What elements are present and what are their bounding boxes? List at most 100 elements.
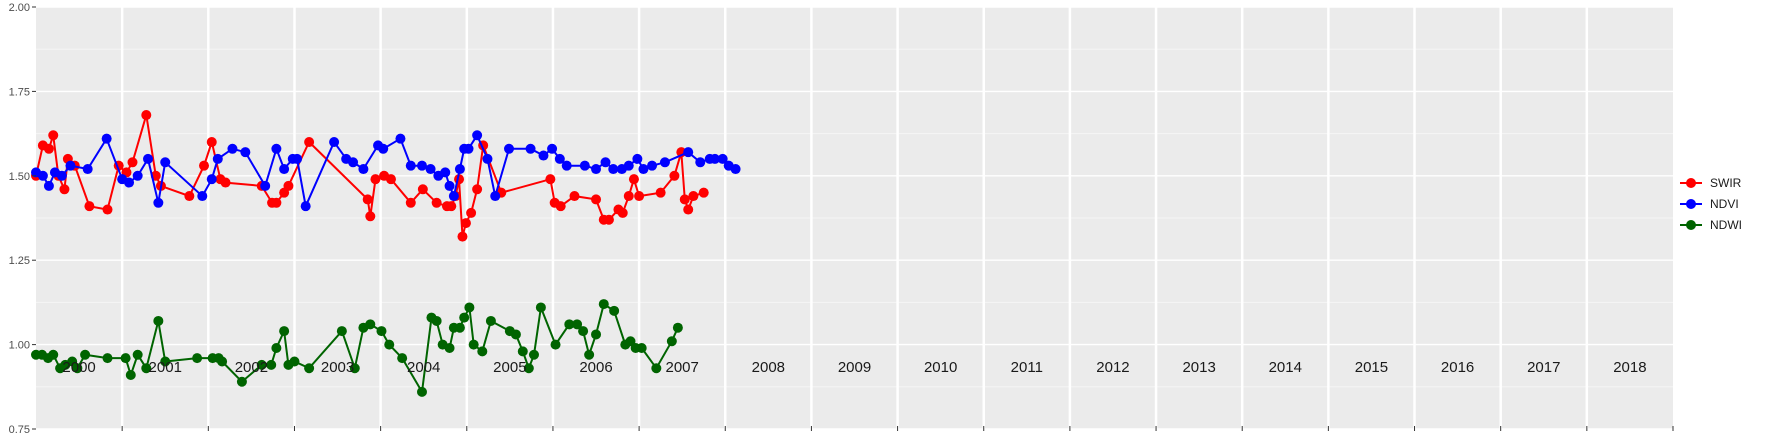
- data-point-ndvi: [538, 150, 549, 161]
- data-point-ndvi: [329, 137, 340, 148]
- data-point-ndvi: [378, 143, 389, 154]
- data-point-ndvi: [472, 130, 483, 141]
- y-tick-label: 1.50: [9, 171, 30, 183]
- data-point-ndwi: [256, 359, 267, 370]
- data-point-ndwi: [468, 339, 479, 350]
- data-point-ndwi: [153, 315, 164, 326]
- data-point-ndwi: [236, 376, 247, 387]
- data-point-ndvi: [425, 164, 436, 175]
- data-point-ndwi: [591, 329, 602, 340]
- data-point-swir: [472, 184, 483, 195]
- data-point-ndwi: [72, 363, 83, 374]
- data-point-swir: [628, 174, 639, 185]
- data-point-ndwi: [598, 299, 609, 310]
- data-point-ndvi: [405, 160, 416, 171]
- data-point-ndvi: [683, 147, 694, 158]
- data-point-swir: [634, 191, 645, 202]
- data-point-ndvi: [709, 153, 720, 164]
- data-point-ndvi: [591, 164, 602, 175]
- year-label: 2009: [838, 359, 871, 376]
- data-point-ndvi: [638, 164, 649, 175]
- data-point-ndvi: [730, 164, 741, 175]
- legend-key-point: [1686, 178, 1696, 188]
- data-point-ndwi: [672, 322, 683, 333]
- data-point-ndvi: [659, 157, 670, 168]
- legend-label-ndwi: NDWI: [1710, 218, 1742, 232]
- data-point-ndvi: [279, 164, 290, 175]
- data-point-swir: [688, 191, 699, 202]
- year-label: 2000: [62, 359, 95, 376]
- data-point-swir: [127, 157, 138, 168]
- year-labels: 2000 2001 2002 2003 2004 2005 2006 2007 2008 2009…: [62, 359, 1674, 431]
- data-point-swir: [184, 191, 195, 202]
- data-point-ndwi: [102, 353, 113, 364]
- data-point-swir: [304, 137, 315, 148]
- data-point-ndvi: [448, 191, 459, 202]
- data-point-ndwi: [271, 342, 282, 353]
- data-point-ndvi: [271, 143, 282, 154]
- data-point-ndvi: [561, 160, 572, 171]
- data-point-swir: [417, 184, 428, 195]
- data-point-ndvi: [600, 157, 611, 168]
- data-point-ndwi: [510, 329, 521, 340]
- data-point-ndwi: [125, 369, 136, 380]
- data-point-ndvi: [579, 160, 590, 171]
- data-point-ndwi: [192, 353, 203, 364]
- year-label: 2011: [1011, 359, 1043, 376]
- data-point-ndwi: [336, 326, 347, 337]
- data-point-ndwi: [666, 336, 677, 347]
- data-point-ndvi: [463, 143, 474, 154]
- data-point-ndwi: [636, 342, 647, 353]
- data-point-ndvi: [632, 153, 643, 164]
- data-point-swir: [362, 194, 373, 205]
- data-point-ndvi: [444, 180, 455, 191]
- data-point-swir: [405, 197, 416, 208]
- data-point-ndvi: [440, 167, 451, 178]
- data-point-ndwi: [523, 363, 534, 374]
- data-point-ndvi: [482, 153, 493, 164]
- data-point-ndvi: [547, 143, 558, 154]
- data-point-ndvi: [82, 164, 93, 175]
- data-point-swir: [623, 191, 634, 202]
- data-point-ndwi: [266, 359, 277, 370]
- data-point-swir: [457, 231, 468, 242]
- data-point-swir: [283, 180, 294, 191]
- data-point-ndvi: [143, 153, 154, 164]
- data-point-ndwi: [454, 322, 465, 333]
- data-point-ndvi: [554, 153, 565, 164]
- data-point-ndwi: [48, 349, 59, 360]
- data-point-ndvi: [395, 133, 406, 144]
- year-label: 2013: [1182, 359, 1215, 376]
- data-point-swir: [431, 197, 442, 208]
- data-point-swir: [141, 110, 152, 121]
- year-label: 2006: [579, 359, 612, 376]
- data-point-ndwi: [459, 312, 470, 323]
- data-point-swir: [617, 207, 628, 218]
- data-point-swir: [669, 170, 680, 181]
- data-point-ndwi: [550, 339, 561, 350]
- data-point-ndwi: [584, 349, 595, 360]
- data-point-ndvi: [37, 170, 48, 181]
- year-label: 2004: [407, 359, 440, 376]
- legend-label-swir: SWIR: [1710, 176, 1742, 190]
- data-point-swir: [460, 218, 471, 229]
- data-point-ndwi: [384, 339, 395, 350]
- data-point-swir: [446, 201, 457, 212]
- data-point-ndvi: [416, 160, 427, 171]
- data-point-swir: [555, 201, 566, 212]
- y-tick-label: 1.00: [9, 340, 30, 352]
- data-point-ndvi: [56, 170, 67, 181]
- data-point-ndwi: [464, 302, 475, 313]
- data-point-ndwi: [160, 356, 171, 367]
- data-point-ndvi: [206, 174, 217, 185]
- data-point-ndwi: [67, 356, 78, 367]
- data-point-swir: [102, 204, 113, 215]
- data-point-ndvi: [623, 160, 634, 171]
- year-label: 2008: [752, 359, 785, 376]
- legend-key-point: [1686, 220, 1696, 230]
- data-point-swir: [569, 191, 580, 202]
- data-point-ndvi: [101, 133, 112, 144]
- data-point-swir: [603, 214, 614, 225]
- data-point-ndwi: [651, 363, 662, 374]
